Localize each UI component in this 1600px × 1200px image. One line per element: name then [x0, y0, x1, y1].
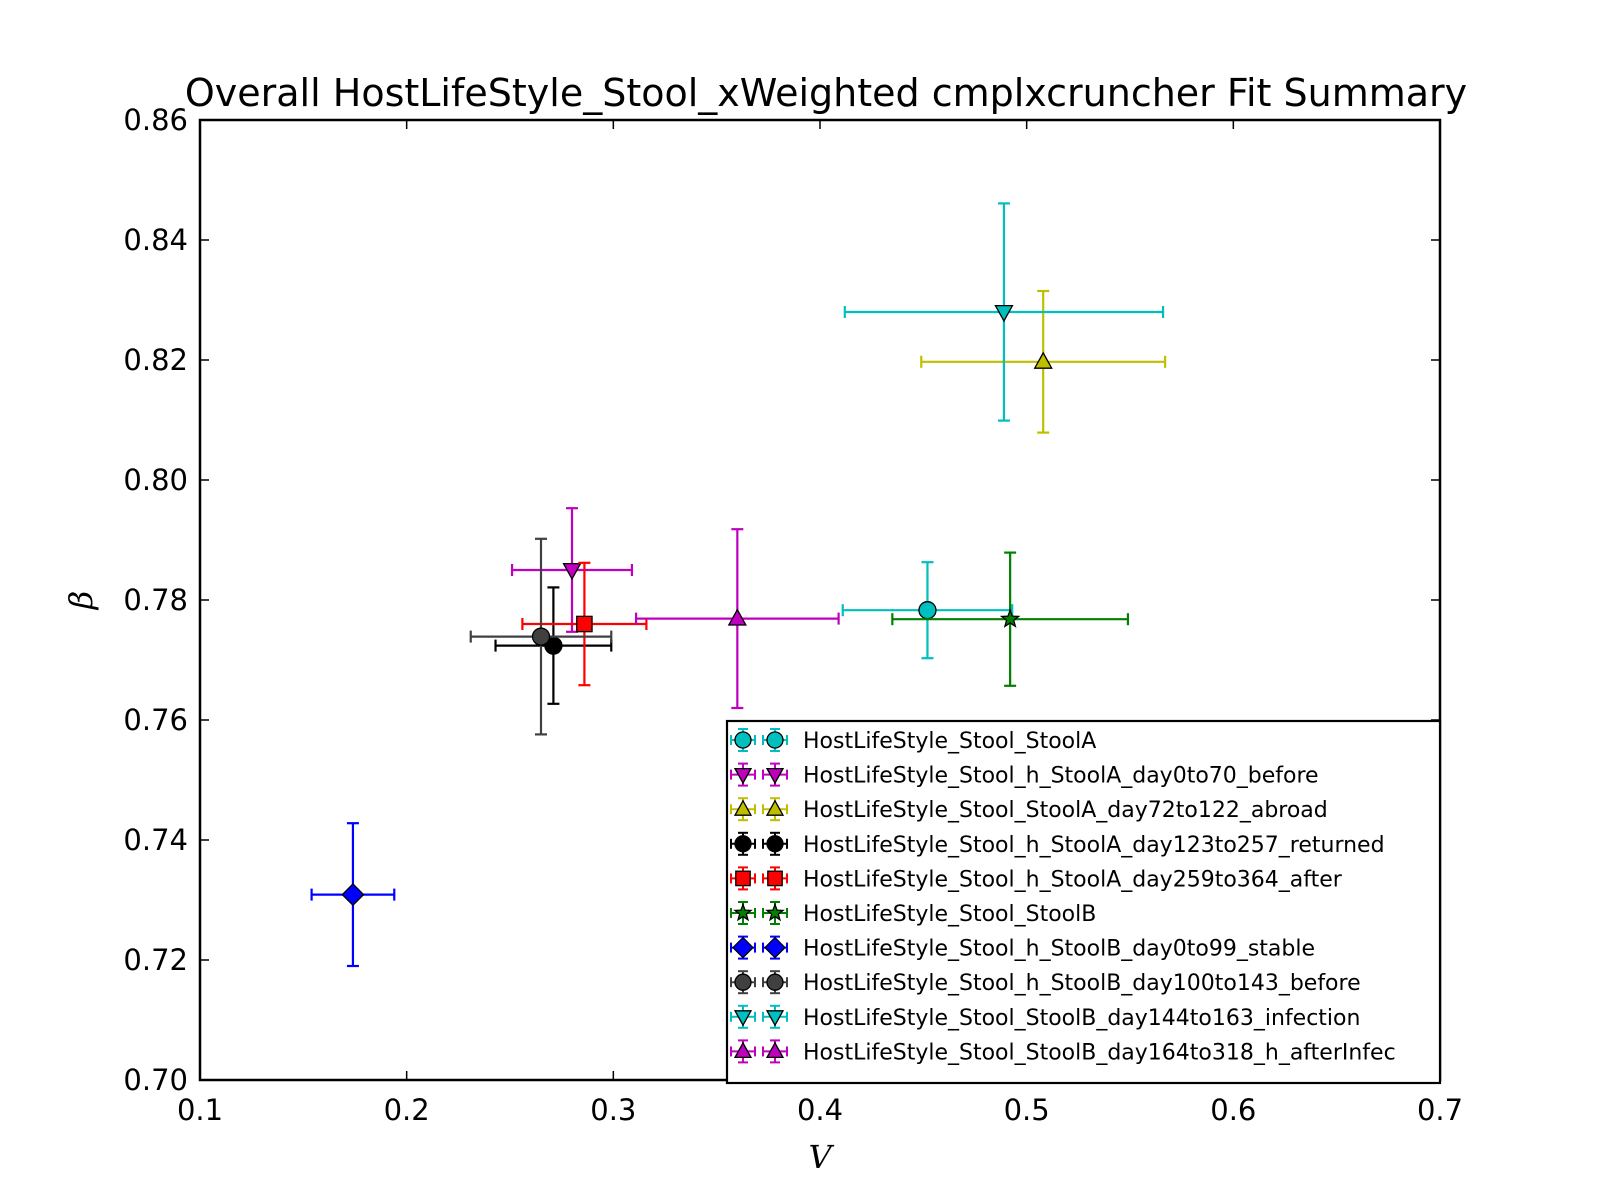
y-tick-label: 0.84: [123, 223, 188, 257]
legend-marker: [767, 870, 783, 887]
legend-marker: [765, 799, 785, 816]
legend-marker: [733, 1010, 753, 1027]
y-tick-label: 0.86: [123, 103, 188, 137]
legend-entry: HostLifeStyle_Stool_StoolA: [730, 728, 1096, 754]
data-point-marker: [918, 601, 937, 620]
data-point-marker: [727, 608, 747, 626]
legend-marker: [732, 936, 754, 959]
series-point: [310, 822, 396, 968]
legend-marker: [734, 973, 752, 991]
legend-marker: [734, 731, 752, 749]
x-tick-label: 0.7: [1417, 1093, 1463, 1127]
y-tick-label: 0.78: [123, 583, 188, 617]
legend-marker: [733, 767, 753, 785]
legend-marker: [734, 835, 752, 853]
legend-label: HostLifeStyle_Stool_h_StoolB_day0to99_st…: [803, 937, 1315, 962]
x-tick-label: 0.4: [797, 1093, 843, 1127]
chart-title: Overall HostLifeStyle_Stool_xWeighted cm…: [185, 71, 1467, 115]
legend-label: HostLifeStyle_Stool_StoolB_day164to318_h…: [803, 1040, 1396, 1065]
data-point-marker: [1033, 351, 1053, 369]
legend-marker: [765, 1041, 785, 1059]
series-point: [469, 537, 613, 736]
legend-label: HostLifeStyle_Stool_StoolA: [803, 729, 1096, 754]
axis-ticks: 0.1 0.2 0.3 0.4 0.5 0.6 0.7 0.70 0.72 0.74 0.76 0.7…: [123, 103, 1463, 1127]
data-point-marker: [562, 562, 582, 581]
legend-label: HostLifeStyle_Stool_h_StoolA_day259to364…: [803, 867, 1343, 892]
legend-box: [725, 719, 1442, 1085]
legend-marker: [735, 870, 751, 887]
data-point-marker: [341, 883, 365, 907]
legend-marker: [766, 731, 784, 749]
series-point: [634, 528, 840, 710]
legend-marker: [766, 973, 784, 991]
series-point: [920, 289, 1167, 434]
legend-entry: HostLifeStyle_Stool_StoolB_day144to163_i…: [730, 1004, 1360, 1031]
legend-marker: [733, 902, 753, 922]
data-point-marker: [576, 615, 593, 633]
legend-label: HostLifeStyle_Stool_StoolB_day144to163_i…: [803, 1006, 1360, 1031]
legend-label: HostLifeStyle_Stool_h_StoolA_day0to70_be…: [803, 764, 1319, 789]
y-tick-label: 0.74: [123, 823, 188, 857]
series-point: [521, 561, 648, 687]
legend: HostLifeStyle_Stool_StoolA HostLifeStyle_…: [725, 719, 1442, 1085]
legend-marker: [765, 902, 785, 922]
series-point: [510, 507, 634, 633]
series-point: [891, 551, 1130, 687]
legend-entry: HostLifeStyle_Stool_StoolB: [730, 901, 1096, 927]
legend-label: HostLifeStyle_Stool_StoolA_day72to122_ab…: [803, 798, 1328, 823]
y-tick-label: 0.80: [123, 463, 188, 497]
y-tick-label: 0.72: [123, 943, 188, 977]
legend-label: HostLifeStyle_Stool_h_StoolA_day123to257…: [803, 833, 1385, 858]
legend-entry: HostLifeStyle_Stool_h_StoolB_day100to143…: [730, 970, 1361, 996]
legend-entry: HostLifeStyle_Stool_h_StoolB_day0to99_st…: [730, 935, 1315, 962]
y-tick-label: 0.82: [123, 343, 188, 377]
legend-marker: [733, 1041, 753, 1059]
legend-entry: HostLifeStyle_Stool_h_StoolA_day123to257…: [730, 831, 1385, 858]
legend-marker: [766, 835, 784, 853]
x-tick-label: 0.1: [177, 1093, 223, 1127]
y-tick-label: 0.76: [123, 703, 188, 737]
legend-marker: [765, 767, 785, 785]
legend-entry: HostLifeStyle_Stool_h_StoolA_day0to70_be…: [730, 762, 1319, 789]
x-tick-label: 0.3: [590, 1093, 636, 1127]
series-point: [843, 202, 1165, 422]
y-axis-title: β: [62, 591, 100, 611]
legend-entry: HostLifeStyle_Stool_StoolB_day164to318_h…: [730, 1039, 1396, 1065]
y-tick-label: 0.70: [123, 1063, 188, 1097]
data-point-marker: [994, 304, 1014, 323]
legend-marker: [733, 799, 753, 816]
x-tick-label: 0.2: [384, 1093, 430, 1127]
legend-label: HostLifeStyle_Stool_StoolB: [803, 902, 1096, 927]
legend-entry: HostLifeStyle_Stool_h_StoolA_day259to364…: [730, 866, 1343, 892]
data-series: [310, 202, 1167, 968]
legend-entry: HostLifeStyle_Stool_StoolA_day72to122_ab…: [730, 797, 1328, 823]
legend-marker: [765, 1010, 785, 1027]
data-point-marker: [531, 627, 551, 646]
data-point-marker: [999, 608, 1021, 628]
x-axis-title: V: [808, 1138, 834, 1176]
legend-label: HostLifeStyle_Stool_h_StoolB_day100to143…: [803, 971, 1361, 996]
legend-marker: [764, 936, 786, 959]
x-tick-label: 0.5: [1004, 1093, 1050, 1127]
x-tick-label: 0.6: [1210, 1093, 1256, 1127]
